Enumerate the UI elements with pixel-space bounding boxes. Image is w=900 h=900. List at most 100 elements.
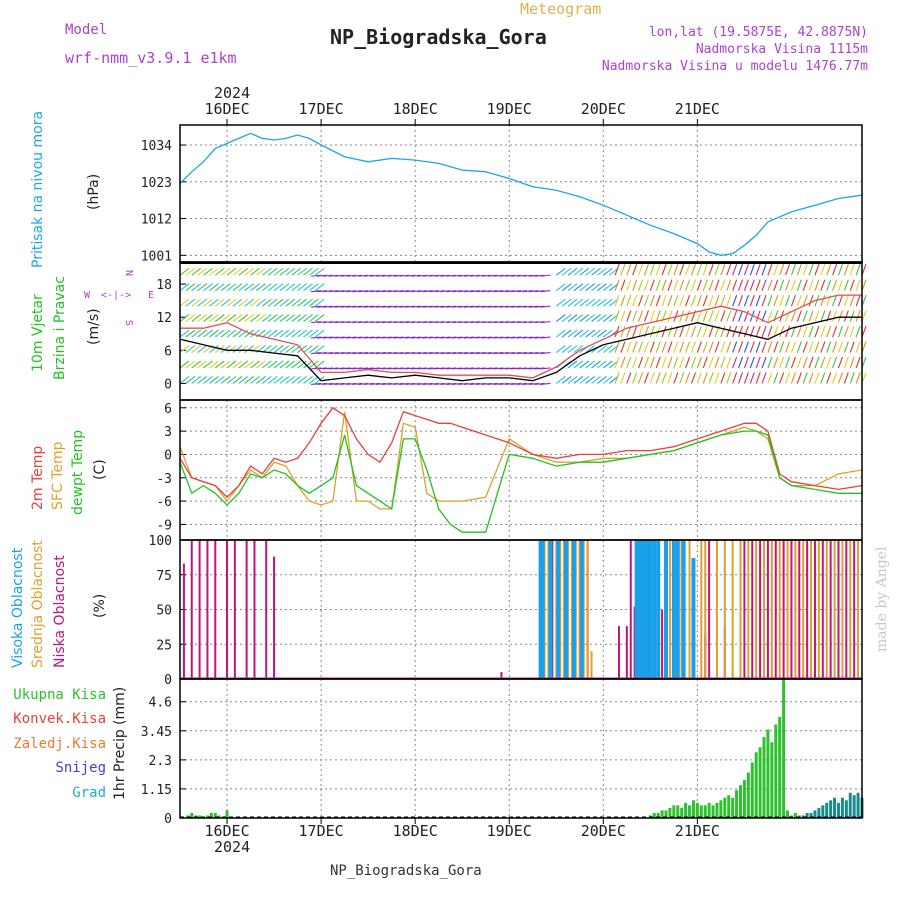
precip-bar bbox=[852, 795, 856, 818]
wind-barb bbox=[238, 298, 249, 307]
wind-barb bbox=[855, 372, 861, 384]
wind-barb bbox=[475, 305, 486, 308]
wind-barb bbox=[279, 314, 290, 323]
wind-barb bbox=[661, 372, 667, 384]
wind-barb bbox=[579, 329, 590, 338]
cloud-bar bbox=[273, 556, 276, 679]
wind-barb bbox=[311, 290, 322, 293]
wind-barb bbox=[314, 314, 325, 323]
wind-barb bbox=[363, 274, 375, 277]
wind-barb bbox=[191, 298, 202, 307]
wind-barb bbox=[250, 360, 260, 369]
wind-barb bbox=[416, 274, 427, 277]
wind-barb bbox=[643, 264, 649, 276]
wind-barb bbox=[291, 376, 302, 384]
wind-barb bbox=[567, 376, 578, 384]
wind-barb bbox=[597, 345, 607, 353]
wind-barb bbox=[505, 321, 516, 324]
wind-barb bbox=[226, 267, 237, 276]
wind-barb bbox=[244, 267, 255, 276]
x-tick-label-bottom: 19DEC bbox=[487, 822, 532, 840]
wind-barb bbox=[649, 310, 655, 322]
wind-barb bbox=[191, 314, 202, 323]
wind-barb bbox=[285, 283, 296, 292]
wind-barb bbox=[832, 356, 838, 369]
wind-barb bbox=[790, 356, 796, 369]
wind-barb bbox=[685, 356, 691, 369]
wind-barb bbox=[328, 290, 339, 293]
compass-n: N bbox=[123, 270, 134, 276]
wind-barb bbox=[440, 351, 451, 355]
cloud-bar bbox=[233, 540, 236, 679]
elevation-label: Nadmorska Visina 1115m bbox=[696, 42, 868, 57]
pressure-axis-title: Pritisak na nivou mora bbox=[30, 111, 46, 268]
wind-barb bbox=[203, 314, 213, 323]
wind-barb bbox=[209, 360, 219, 369]
wind-barb bbox=[832, 325, 838, 338]
wind-barb bbox=[567, 267, 578, 276]
precip-bar bbox=[829, 800, 833, 818]
wind-barb bbox=[352, 382, 363, 385]
wind-barb bbox=[197, 314, 207, 323]
wind-barb bbox=[393, 321, 404, 324]
wind-barb bbox=[232, 298, 243, 307]
wind-barb bbox=[203, 360, 213, 369]
wind-barb bbox=[232, 283, 243, 292]
wind-barb bbox=[528, 290, 539, 293]
wind-barb bbox=[250, 329, 260, 338]
wind-barb bbox=[352, 321, 363, 324]
wind-barb bbox=[346, 382, 357, 385]
wind-barb bbox=[481, 305, 492, 308]
wind-barb bbox=[358, 321, 369, 324]
wind-barb bbox=[602, 314, 613, 323]
wind-barb bbox=[405, 382, 416, 385]
wind-barb bbox=[779, 341, 785, 353]
wind-barb bbox=[428, 336, 439, 339]
wind-barb bbox=[469, 336, 480, 339]
cloud-bar bbox=[688, 540, 691, 679]
wind-barb bbox=[534, 367, 545, 370]
wind-barb bbox=[273, 329, 284, 338]
wind-barb bbox=[256, 298, 266, 307]
wind-barb bbox=[667, 341, 673, 353]
precip-bar bbox=[758, 747, 762, 818]
wind-barb bbox=[297, 345, 307, 353]
wind-barb bbox=[238, 376, 249, 384]
wind-barb bbox=[667, 294, 673, 307]
wind-barb bbox=[685, 372, 691, 384]
wind-barb bbox=[743, 264, 749, 276]
wind-barb bbox=[837, 264, 843, 276]
wind-barb bbox=[849, 294, 855, 307]
wind-barb bbox=[311, 336, 322, 339]
wind-barb bbox=[463, 321, 475, 324]
wind-barb bbox=[626, 356, 632, 369]
wind-barb bbox=[267, 314, 278, 323]
y-tick-label: 6 bbox=[164, 402, 172, 417]
wind-barb bbox=[726, 294, 732, 307]
wind-barb bbox=[387, 367, 398, 370]
wind-barb bbox=[855, 356, 861, 369]
wind-barb bbox=[738, 279, 744, 291]
wind-barb bbox=[399, 321, 410, 324]
wind-barb bbox=[690, 294, 697, 307]
wind-barb bbox=[358, 290, 369, 293]
wind-barb bbox=[314, 329, 325, 338]
wind-barb bbox=[267, 283, 278, 292]
wind-barb bbox=[381, 351, 392, 355]
wind-barb bbox=[714, 310, 720, 322]
wind-barb bbox=[534, 290, 545, 293]
wind-barb bbox=[585, 345, 596, 353]
wind-barb bbox=[191, 329, 202, 338]
wind-barb bbox=[755, 325, 761, 338]
wind-barb bbox=[328, 305, 339, 308]
wind-barb bbox=[767, 310, 773, 322]
wind-barb bbox=[638, 294, 644, 307]
precip-bar bbox=[205, 815, 209, 818]
y-tick-label: 3.45 bbox=[141, 725, 172, 740]
wind-barb bbox=[655, 310, 661, 322]
wind-barb bbox=[632, 372, 638, 384]
wind-barb bbox=[452, 305, 463, 308]
wind-barb bbox=[185, 329, 196, 338]
precip-bar bbox=[688, 805, 692, 818]
wind-barb bbox=[197, 360, 207, 369]
